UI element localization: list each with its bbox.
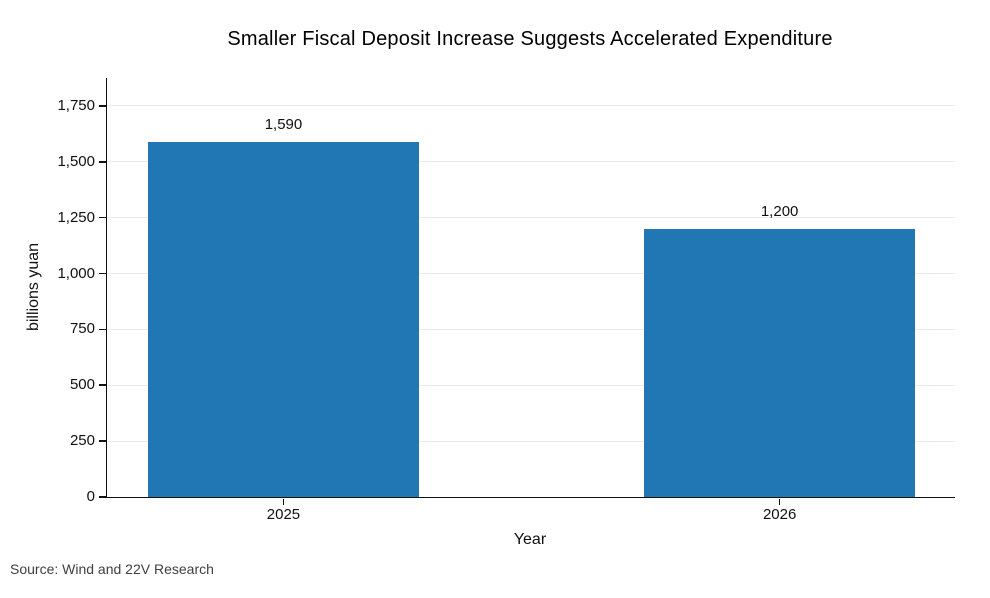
- chart-title: Smaller Fiscal Deposit Increase Suggests…: [227, 28, 833, 50]
- gridline: [107, 384, 955, 386]
- x-tick-label: 2025: [266, 506, 301, 523]
- plot-area: 0 250 500 750 1,000 1,250 1,500 1,750 1,590 2025 1…: [57, 78, 955, 523]
- x-tick-mark: [282, 498, 285, 505]
- source-note: Source: Wind and 22V Research: [10, 561, 214, 577]
- x-tick-mark: [778, 498, 781, 505]
- y-tick-mark: [99, 328, 106, 331]
- y-tick-mark: [99, 496, 106, 498]
- y-tick-mark: [99, 105, 106, 107]
- gridline: [107, 105, 955, 107]
- x-tick-label: 2026: [762, 506, 797, 523]
- y-tick-label: 500: [69, 376, 95, 394]
- y-tick-label: 250: [69, 432, 95, 450]
- y-tick-mark: [99, 440, 106, 442]
- bar: [644, 228, 916, 497]
- gridline: [107, 161, 955, 163]
- y-tick-label: 1,250: [57, 208, 95, 226]
- y-tick-label: 1,000: [57, 264, 95, 282]
- y-tick-label: 1,750: [57, 96, 95, 114]
- y-tick-mark: [99, 216, 106, 219]
- gridline: [107, 440, 955, 442]
- y-tick-mark: [99, 272, 106, 275]
- gridline: [107, 217, 955, 219]
- gridline: [107, 273, 955, 275]
- bar-value-label: 1,200: [760, 202, 799, 220]
- y-tick-label: 750: [69, 320, 95, 338]
- bar: [147, 141, 419, 497]
- y-tick-label: 1,500: [57, 152, 95, 170]
- y-tick-mark: [99, 161, 106, 163]
- y-tick-mark: [99, 384, 106, 387]
- y-axis-title: billions yuan: [25, 242, 42, 332]
- y-tick-label: 0: [86, 488, 95, 505]
- x-axis-title: Year: [513, 531, 547, 548]
- bar-value-label: 1,590: [264, 115, 303, 133]
- gridline: [107, 328, 955, 330]
